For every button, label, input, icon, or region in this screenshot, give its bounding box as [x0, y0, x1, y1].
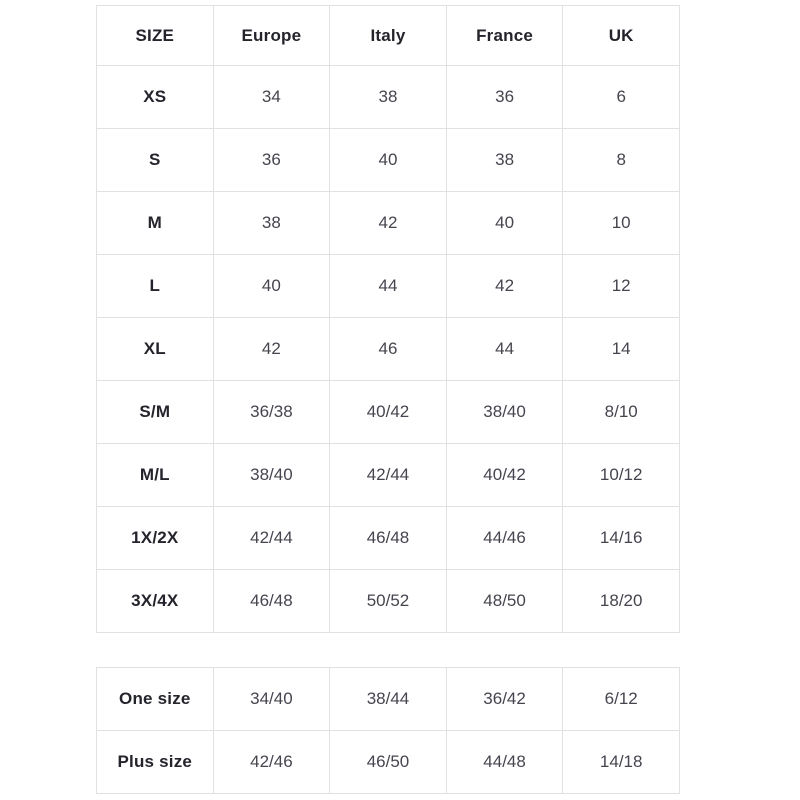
size-value-cell: 8/10	[562, 380, 680, 444]
table-row-s: S 36 40 38 8	[96, 128, 680, 192]
size-value-cell: 36/38	[212, 380, 331, 444]
size-value-cell: 36	[212, 128, 331, 192]
size-value-cell: 46/48	[329, 506, 447, 570]
size-value-cell: 14/16	[562, 506, 680, 570]
size-value-cell: 40	[329, 128, 447, 192]
size-value-cell: 40/42	[445, 443, 564, 507]
size-value-cell: 36/42	[445, 667, 564, 731]
size-value-cell: 36	[445, 65, 564, 129]
table-row-xl: XL 42 46 44 14	[96, 317, 680, 381]
row-label-xs: XS	[96, 65, 214, 129]
size-value-cell: 44/46	[445, 506, 564, 570]
row-label-m-l: M/L	[96, 443, 214, 507]
table-row-m-l: M/L 38/40 42/44 40/42 10/12	[96, 443, 680, 507]
size-conversion-table: SIZE Europe Italy France UK XS 34 38 36 6 S 36 40 38…	[96, 5, 680, 633]
size-value-cell: 34/40	[212, 667, 331, 731]
size-value-cell: 38/44	[329, 667, 447, 731]
size-value-cell: 46/48	[212, 569, 331, 633]
size-value-cell: 42	[212, 317, 331, 381]
table-row-l: L 40 44 42 12	[96, 254, 680, 318]
size-value-cell: 38/40	[212, 443, 331, 507]
table-row-3x-4x: 3X/4X 46/48 50/52 48/50 18/20	[96, 569, 680, 633]
size-value-cell: 38	[329, 65, 447, 129]
size-value-cell: 10	[562, 191, 680, 255]
table-row-xs: XS 34 38 36 6	[96, 65, 680, 129]
size-value-cell: 6/12	[562, 667, 680, 731]
size-value-cell: 38/40	[445, 380, 564, 444]
size-value-cell: 50/52	[329, 569, 447, 633]
row-label-3x-4x: 3X/4X	[96, 569, 214, 633]
row-label-xl: XL	[96, 317, 214, 381]
column-header-italy: Italy	[329, 5, 447, 66]
special-sizes-table: One size 34/40 38/44 36/42 6/12 Plus size 42/4…	[96, 667, 680, 794]
table-row-s-m: S/M 36/38 40/42 38/40 8/10	[96, 380, 680, 444]
size-value-cell: 44/48	[445, 730, 564, 794]
size-value-cell: 44	[445, 317, 564, 381]
size-value-cell: 18/20	[562, 569, 680, 633]
row-label-one-size: One size	[96, 667, 214, 731]
size-table-body: XS 34 38 36 6 S 36 40 38 8 M 38 42 40 10 L 40 44 42 12 XL 42 4…	[96, 65, 680, 633]
row-label-s-m: S/M	[96, 380, 214, 444]
column-header-europe: Europe	[212, 5, 331, 66]
size-value-cell: 8	[562, 128, 680, 192]
size-value-cell: 44	[329, 254, 447, 318]
size-value-cell: 38	[212, 191, 331, 255]
table-row-one-size: One size 34/40 38/44 36/42 6/12	[96, 667, 680, 731]
size-value-cell: 12	[562, 254, 680, 318]
size-value-cell: 48/50	[445, 569, 564, 633]
size-value-cell: 6	[562, 65, 680, 129]
size-value-cell: 40	[212, 254, 331, 318]
row-label-l: L	[96, 254, 214, 318]
row-label-m: M	[96, 191, 214, 255]
size-value-cell: 14	[562, 317, 680, 381]
header-row: SIZE Europe Italy France UK	[96, 5, 680, 66]
row-label-plus-size: Plus size	[96, 730, 214, 794]
size-value-cell: 46	[329, 317, 447, 381]
table-row-plus-size: Plus size 42/46 46/50 44/48 14/18	[96, 730, 680, 794]
column-header-size: SIZE	[96, 5, 214, 66]
size-value-cell: 42/46	[212, 730, 331, 794]
column-header-france: France	[445, 5, 564, 66]
size-value-cell: 42/44	[212, 506, 331, 570]
size-value-cell: 42/44	[329, 443, 447, 507]
size-table-header: SIZE Europe Italy France UK	[96, 5, 680, 66]
size-value-cell: 14/18	[562, 730, 680, 794]
size-value-cell: 42	[445, 254, 564, 318]
row-label-s: S	[96, 128, 214, 192]
size-value-cell: 40	[445, 191, 564, 255]
special-sizes-body: One size 34/40 38/44 36/42 6/12 Plus size 42/4…	[96, 667, 680, 794]
table-row-1x-2x: 1X/2X 42/44 46/48 44/46 14/16	[96, 506, 680, 570]
row-label-1x-2x: 1X/2X	[96, 506, 214, 570]
size-value-cell: 42	[329, 191, 447, 255]
table-row-m: M 38 42 40 10	[96, 191, 680, 255]
size-value-cell: 34	[212, 65, 331, 129]
size-value-cell: 40/42	[329, 380, 447, 444]
size-value-cell: 38	[445, 128, 564, 192]
size-value-cell: 46/50	[329, 730, 447, 794]
size-value-cell: 10/12	[562, 443, 680, 507]
column-header-uk: UK	[562, 5, 680, 66]
